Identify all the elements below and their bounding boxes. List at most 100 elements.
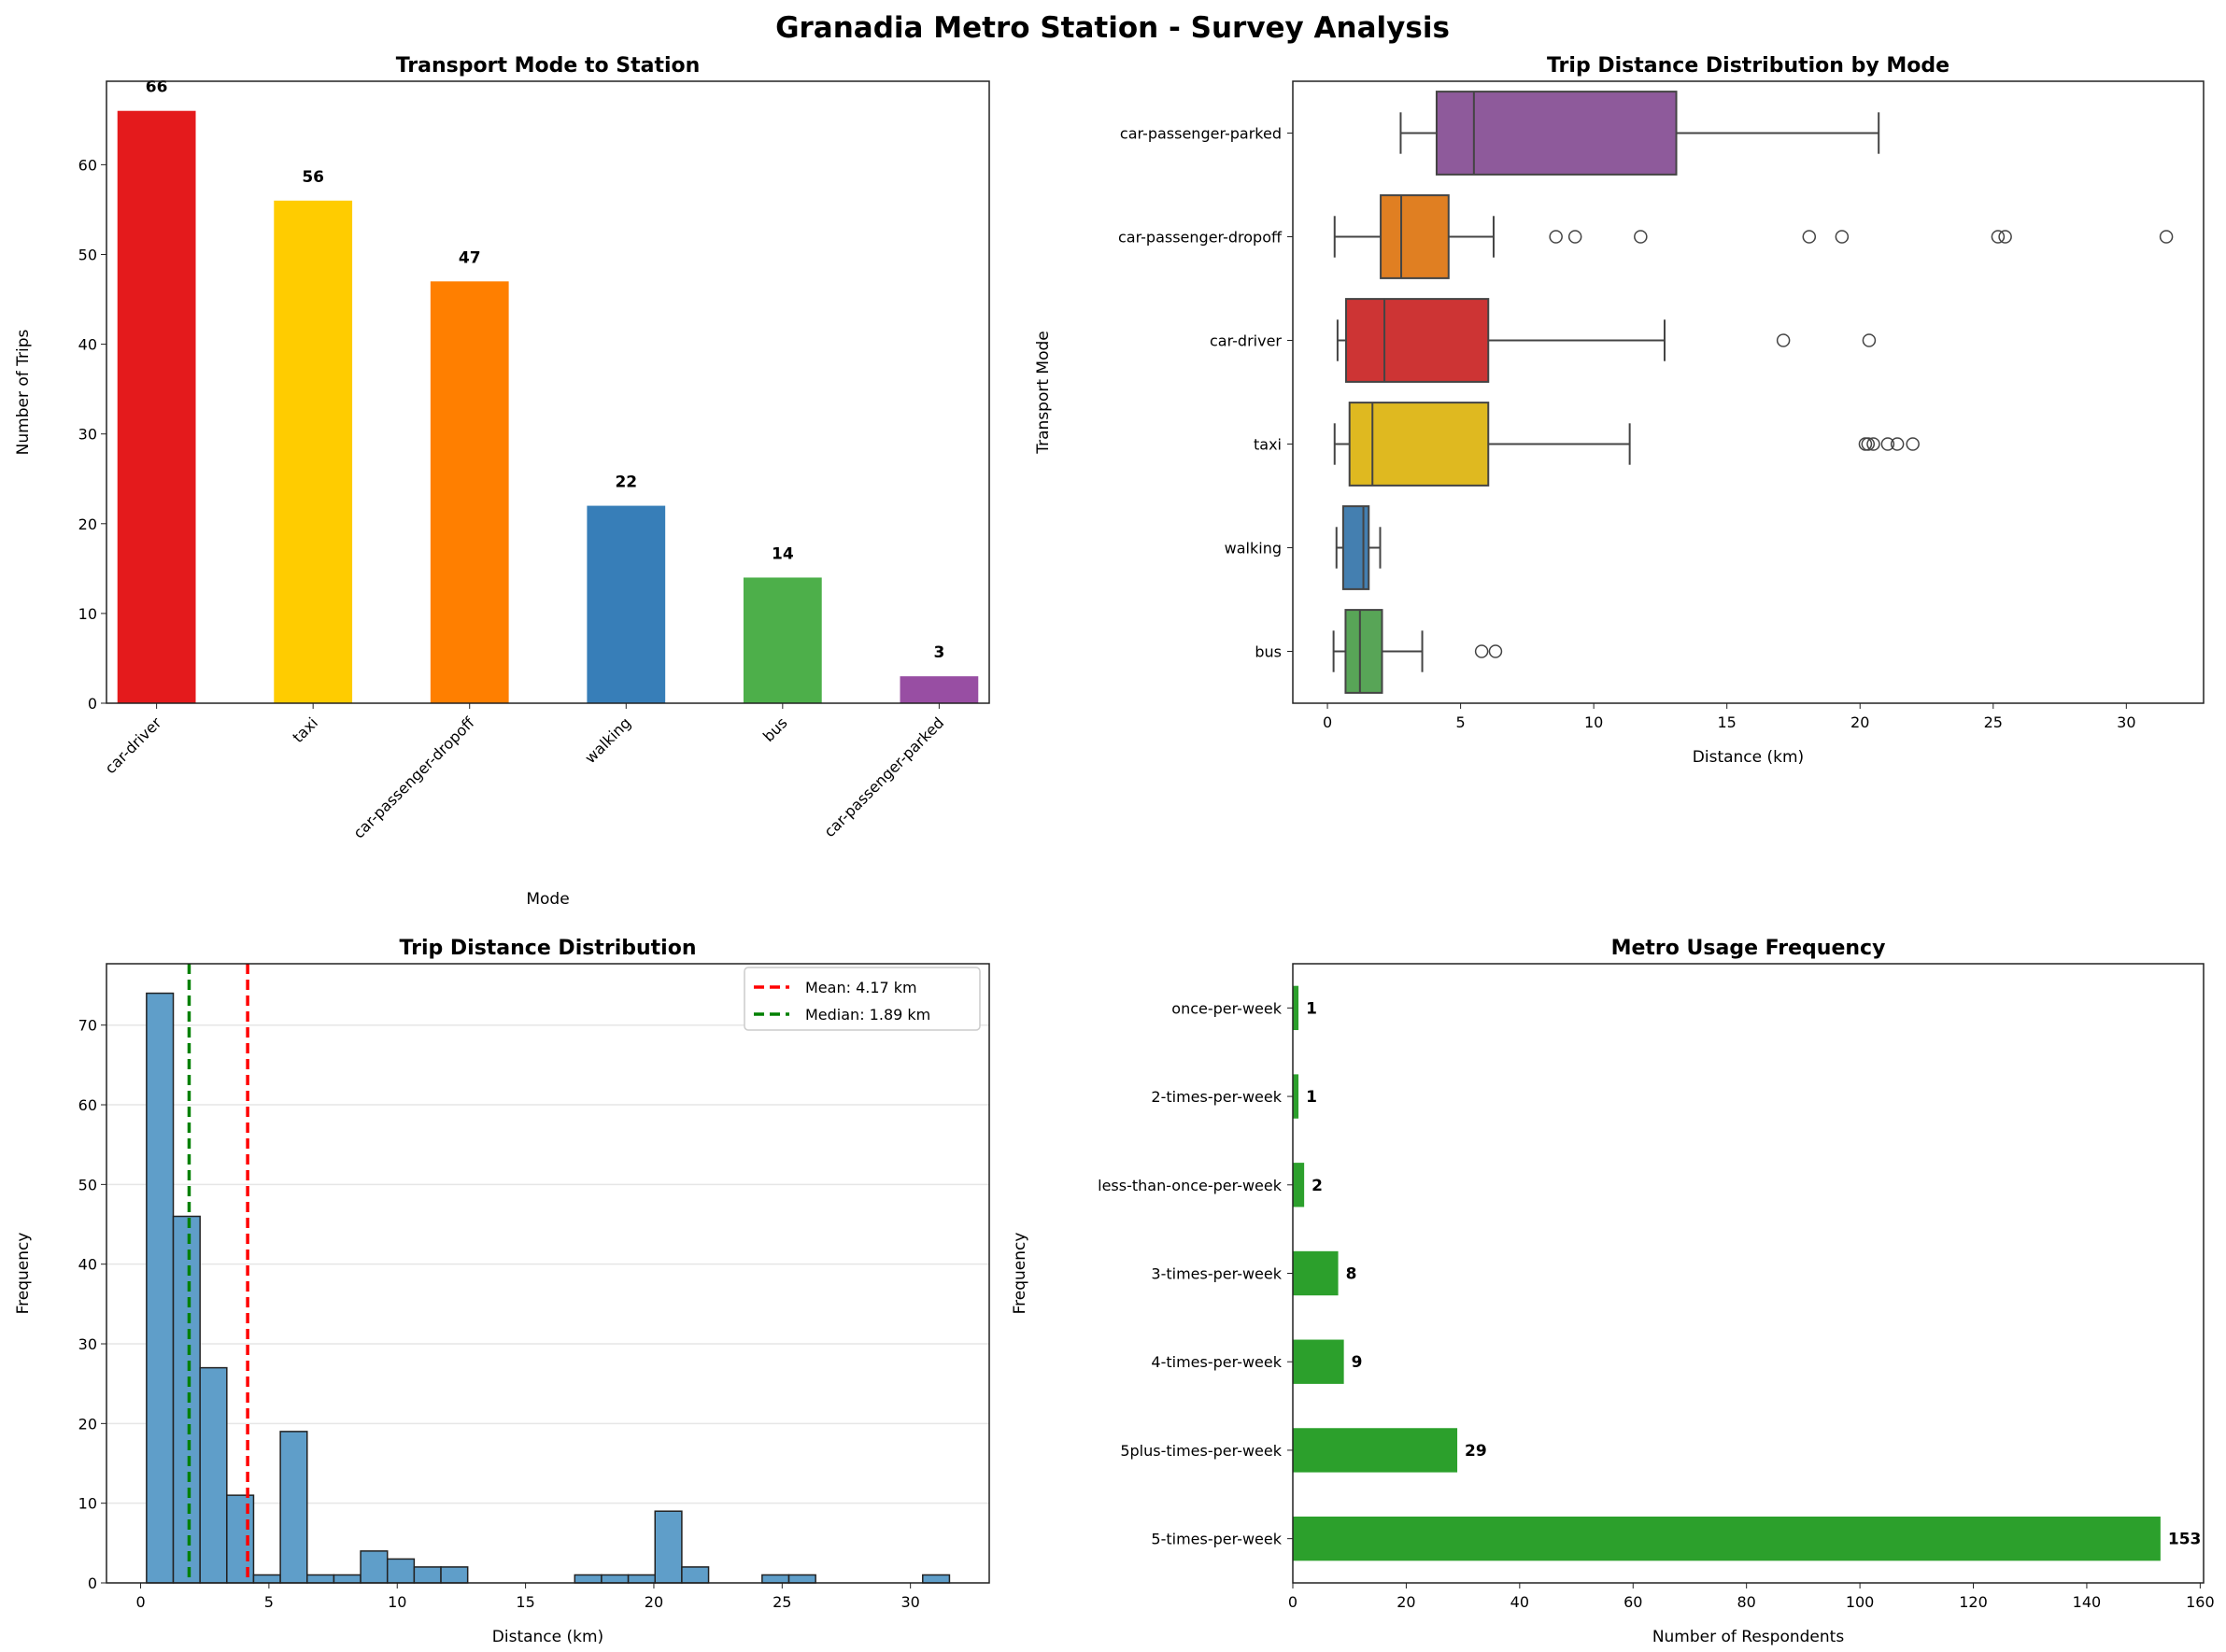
y-tick-label: 50 xyxy=(78,246,97,263)
histogram-bar xyxy=(333,1574,362,1584)
legend-label: Median: 1.89 km xyxy=(805,1006,930,1024)
histogram-bar xyxy=(413,1566,442,1584)
bar-5plus-times-per-week xyxy=(1293,1428,1458,1473)
bar-data-label: 2 xyxy=(1311,1177,1323,1195)
y-tick-label: 5-times-per-week xyxy=(1151,1531,1282,1548)
x-tick-label: 80 xyxy=(1737,1593,1755,1611)
box-iqr xyxy=(1380,194,1450,279)
chart-title: Metro Usage Frequency xyxy=(1611,937,1886,960)
histogram-frame xyxy=(106,963,990,1584)
legend-label: Mean: 4.17 km xyxy=(805,979,917,996)
x-tick-label: 15 xyxy=(516,1593,534,1611)
histogram-bar xyxy=(386,1558,416,1584)
y-tick-label: 3-times-per-week xyxy=(1151,1265,1282,1283)
histogram-bar xyxy=(252,1574,281,1584)
y-tick-label: 30 xyxy=(78,426,97,444)
y-tick-label: 60 xyxy=(78,156,97,174)
x-axis-label: Mode xyxy=(526,890,569,909)
bar-data-label: 1 xyxy=(1306,1088,1317,1107)
x-tick-label: car-driver xyxy=(102,713,165,777)
outlier-point xyxy=(2159,230,2174,244)
box-iqr xyxy=(1435,91,1678,176)
bar-2-times-per-week xyxy=(1293,1074,1299,1119)
histogram-bar xyxy=(654,1510,683,1584)
bar-data-label: 14 xyxy=(772,544,794,563)
box-car-passenger-dropoff xyxy=(1333,194,2174,279)
histogram-bar xyxy=(922,1574,951,1584)
x-tick-label: 15 xyxy=(1718,713,1737,731)
y-axis-label: Frequency xyxy=(1011,1233,1029,1315)
outlier-point xyxy=(1488,644,1503,658)
y-axis-label: Number of Trips xyxy=(14,329,33,455)
chart-title: Trip Distance Distribution xyxy=(400,937,697,960)
outlier-point xyxy=(1862,333,1877,347)
y-tick-label: 0 xyxy=(88,1574,97,1592)
x-tick-label: 30 xyxy=(900,1593,919,1611)
box-iqr xyxy=(1348,402,1490,487)
bar-data-label: 8 xyxy=(1346,1265,1357,1284)
bar-data-label: 3 xyxy=(933,643,944,662)
histogram-bar xyxy=(226,1494,255,1584)
outlier-point xyxy=(1880,437,1895,451)
histogram-bar xyxy=(279,1431,308,1584)
histogram-bar xyxy=(601,1574,630,1584)
y-tick-label: car-driver xyxy=(1210,332,1282,350)
bar-car-driver xyxy=(117,110,196,703)
x-tick-label: 25 xyxy=(1984,713,2003,731)
bar-data-label: 9 xyxy=(1352,1353,1363,1372)
y-tick-label: 5plus-times-per-week xyxy=(1120,1442,1282,1460)
y-tick-label: 60 xyxy=(78,1096,97,1114)
x-tick-label: 20 xyxy=(645,1593,663,1611)
y-tick-label: 4-times-per-week xyxy=(1151,1353,1282,1371)
bar-data-label: 153 xyxy=(2168,1531,2202,1549)
histogram-bar xyxy=(761,1574,790,1584)
x-tick-label: bus xyxy=(759,713,791,745)
x-tick-label: 0 xyxy=(135,1593,145,1611)
x-tick-label: 20 xyxy=(1850,713,1869,731)
histogram-bar xyxy=(440,1566,469,1584)
bar-3-times-per-week xyxy=(1293,1250,1339,1296)
y-tick-label: walking xyxy=(1225,540,1282,558)
y-tick-label: 0 xyxy=(88,695,97,713)
y-tick-label: once-per-week xyxy=(1171,999,1282,1017)
outlier-point xyxy=(1776,333,1791,347)
histogram-bar xyxy=(360,1550,389,1584)
outlier-point xyxy=(1890,437,1905,451)
y-tick-label: 10 xyxy=(78,605,97,623)
bar-data-label: 66 xyxy=(146,78,168,97)
x-tick-label: 5 xyxy=(1456,713,1466,731)
outlier-point xyxy=(1861,437,1876,451)
usage-bar-chart-frame xyxy=(1292,963,2205,1584)
histogram-bar xyxy=(627,1574,656,1584)
box-walking xyxy=(1335,505,1382,590)
x-tick-label: 0 xyxy=(1288,1593,1297,1611)
box-iqr xyxy=(1341,505,1370,590)
bar-bus xyxy=(743,577,822,703)
y-tick-label: 40 xyxy=(78,336,97,354)
bar-car-passenger-dropoff xyxy=(430,281,509,703)
y-tick-label: 20 xyxy=(78,515,97,533)
x-axis-label: Distance (km) xyxy=(492,1628,603,1646)
legend: Mean: 4.17 km Median: 1.89 km xyxy=(744,967,981,1031)
x-tick-label: car-passenger-parked xyxy=(820,713,947,840)
histogram-bar xyxy=(172,1215,201,1584)
y-tick-label: 30 xyxy=(78,1335,97,1353)
x-tick-label: car-passenger-dropoff xyxy=(349,713,478,842)
boxplot-frame xyxy=(1292,80,2205,704)
bar-once-per-week xyxy=(1293,985,1299,1031)
y-tick-label: car-passenger-dropoff xyxy=(1118,229,1283,247)
box-bus xyxy=(1332,609,1503,694)
outlier-point xyxy=(1474,644,1489,658)
x-tick-label: 10 xyxy=(1584,713,1603,731)
box-car-driver xyxy=(1336,298,1877,383)
y-tick-label: 70 xyxy=(78,1017,97,1035)
histogram-bar xyxy=(146,992,175,1584)
bar-4-times-per-week xyxy=(1293,1339,1344,1384)
chart-title: Transport Mode to Station xyxy=(396,54,701,78)
y-axis-label: Transport Mode xyxy=(1034,331,1053,455)
x-tick-label: walking xyxy=(581,713,634,767)
histogram-bar xyxy=(787,1574,816,1584)
y-tick-label: 2-times-per-week xyxy=(1151,1088,1282,1106)
outlier-point xyxy=(1634,230,1648,244)
x-tick-label: taxi xyxy=(289,713,321,746)
